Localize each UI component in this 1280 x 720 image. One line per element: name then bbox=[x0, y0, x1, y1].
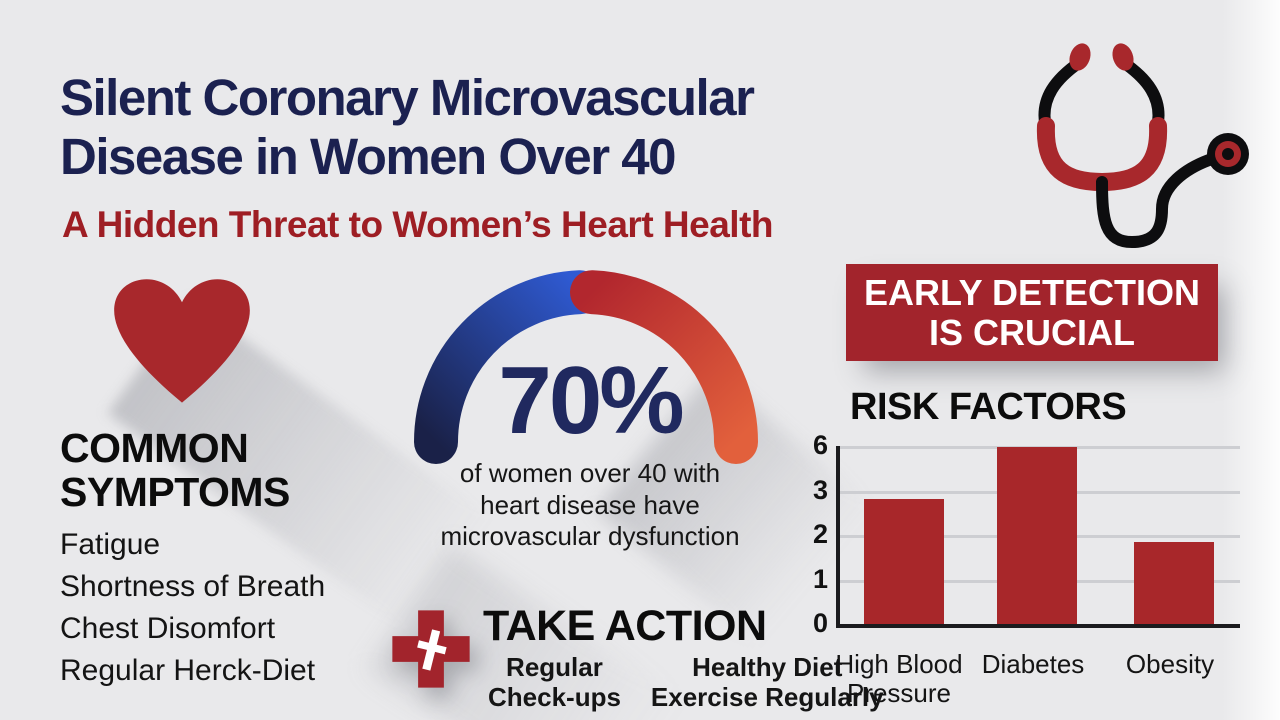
risk-factors-heading: RISK FACTORS bbox=[850, 386, 1127, 428]
symptom-item: Regular Herck-Diet bbox=[60, 654, 316, 687]
action-item: Healthy Diet bbox=[692, 652, 843, 682]
risk-bar-high-blood-pressure bbox=[864, 499, 944, 624]
take-action-column: Healthy Diet Exercise Regularly bbox=[651, 652, 884, 712]
medical-cross-icon bbox=[385, 603, 477, 695]
symptom-item: Chest Disomfort bbox=[60, 612, 276, 645]
risk-bar-diabetes bbox=[997, 447, 1077, 624]
heart-icon bbox=[114, 279, 250, 403]
action-item: Check-ups bbox=[488, 682, 621, 712]
title-line-1: Silent Coronary Microvascular bbox=[60, 69, 755, 126]
gauge-arc bbox=[414, 270, 758, 464]
take-action-heading: TAKE ACTION bbox=[483, 602, 767, 650]
risk-chart-x-labels: High Blood Pressure Diabetes Obesity bbox=[835, 649, 1250, 718]
x-category-label: High Blood Pressure bbox=[835, 649, 963, 709]
symptom-item: Fatigue bbox=[60, 528, 161, 561]
symptoms-heading-line-2: SYMPTOMS bbox=[60, 469, 290, 516]
page-subtitle: A Hidden Threat to Women’s Heart Health bbox=[62, 204, 774, 245]
gauge-value: 70% bbox=[498, 347, 684, 454]
title-line-2: Disease in Women Over 40 bbox=[60, 128, 677, 186]
x-category-label: Obesity bbox=[1125, 649, 1215, 679]
gauge-caption-line: microvascular dysfunction bbox=[440, 521, 740, 552]
gauge-70-percent: 70% of women over 40 with heart disease … bbox=[404, 252, 776, 582]
symptoms-list: Fatigue Shortness of Breath Chest Disomf… bbox=[60, 524, 325, 692]
early-detection-banner: EARLY DETECTION IS CRUCIAL bbox=[846, 264, 1218, 361]
banner-line-2: IS CRUCIAL bbox=[929, 311, 1135, 353]
gauge-caption-line: heart disease have bbox=[480, 489, 700, 520]
risk-factors-chart: 6 3 2 1 0 High Blood Pressure Diabetes Obesity bbox=[800, 430, 1250, 718]
y-tick-label: 0 bbox=[812, 608, 828, 638]
symptoms-heading-line-1: COMMON bbox=[60, 425, 249, 471]
take-action-items: Regular Check-ups Healthy Diet Exercise … bbox=[488, 652, 884, 712]
y-tick-label: 1 bbox=[812, 563, 828, 594]
symptom-item: Shortness of Breath bbox=[60, 570, 326, 603]
action-item: Exercise Regularly bbox=[650, 682, 884, 712]
gauge-caption: of women over 40 with heart disease have… bbox=[412, 458, 768, 553]
risk-bar-obesity bbox=[1134, 541, 1214, 624]
symptoms-heading: COMMON SYMPTOMS bbox=[60, 426, 290, 515]
stethoscope-icon bbox=[1036, 43, 1249, 249]
banner-line-1: EARLY DETECTION bbox=[863, 271, 1201, 313]
gauge-caption-line: of women over 40 with bbox=[459, 458, 721, 488]
y-tick-label: 3 bbox=[812, 474, 828, 505]
page-title: Silent Coronary Microvascular Disease in… bbox=[60, 68, 755, 186]
y-tick-label: 6 bbox=[812, 430, 828, 460]
action-item: Regular bbox=[506, 652, 603, 682]
x-category-label: Diabetes bbox=[981, 649, 1085, 679]
y-tick-label: 2 bbox=[812, 519, 828, 549]
take-action-column: Regular Check-ups bbox=[488, 652, 621, 712]
risk-chart-plot bbox=[836, 446, 1240, 628]
